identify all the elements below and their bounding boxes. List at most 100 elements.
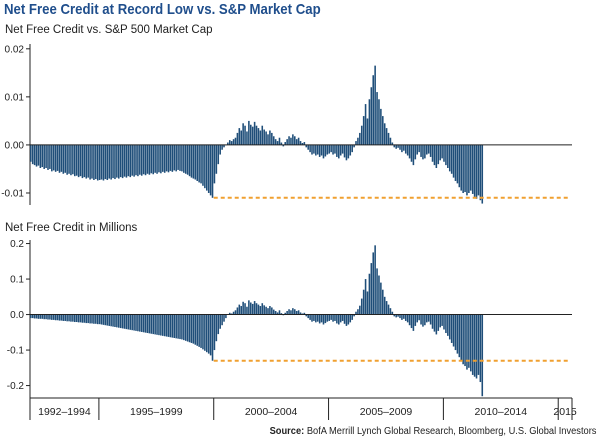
bar-market-cap-208 — [427, 144, 430, 154]
bar-market-cap-74 — [171, 144, 174, 172]
bar-millions-145 — [307, 314, 309, 319]
bar-millions-52 — [129, 314, 132, 330]
bar-market-cap-51 — [127, 144, 130, 177]
y-tick-label-millions-1: -0.1 — [7, 346, 25, 357]
bar-millions-25 — [77, 314, 80, 323]
bar-millions-33 — [93, 314, 95, 324]
bar-market-cap-108 — [236, 132, 239, 145]
panel-millions: Net Free Credit in Millions -0.2 -0.1 0.0 0.… — [5, 222, 572, 398]
bar-market-cap-155 — [326, 144, 329, 155]
bar-market-cap-64 — [152, 144, 155, 175]
bar-millions-212 — [435, 314, 438, 335]
bar-millions-101 — [223, 314, 225, 322]
bar-market-cap-39 — [104, 144, 107, 180]
bar-millions-155 — [326, 314, 329, 322]
bar-millions-152 — [320, 314, 323, 323]
bar-millions-13 — [54, 314, 57, 321]
bar-market-cap-81 — [184, 144, 187, 174]
bar-market-cap-109 — [238, 128, 241, 145]
bar-market-cap-43 — [112, 144, 114, 179]
bar-millions-73 — [169, 314, 172, 338]
bar-market-cap-27 — [81, 144, 84, 179]
bar-market-cap-167 — [349, 144, 352, 156]
bar-market-cap-50 — [125, 144, 128, 178]
bar-market-cap-219 — [448, 144, 451, 172]
bar-millions-209 — [429, 314, 432, 325]
bar-millions-147 — [311, 314, 313, 322]
bar-market-cap-5 — [39, 144, 42, 168]
bar-millions-143 — [303, 312, 306, 315]
bar-millions-91 — [204, 314, 206, 351]
bar-market-cap-163 — [341, 144, 344, 154]
bar-market-cap-144 — [305, 144, 308, 148]
bar-market-cap-129 — [276, 141, 279, 145]
bar-market-cap-233 — [475, 144, 478, 199]
bar-millions-92 — [206, 314, 208, 353]
bar-millions-66 — [156, 314, 158, 335]
bar-market-cap-224 — [458, 144, 461, 188]
bar-market-cap-164 — [343, 144, 346, 158]
bar-market-cap-152 — [320, 144, 323, 156]
bar-millions-180 — [374, 245, 376, 315]
bar-millions-17 — [62, 314, 65, 321]
bar-millions-104 — [228, 312, 231, 315]
bar-market-cap-19 — [66, 144, 68, 175]
bar-millions-7 — [43, 314, 45, 320]
bar-millions-205 — [422, 314, 424, 327]
bar-millions-146 — [309, 314, 311, 320]
bar-millions-89 — [200, 314, 202, 348]
bar-millions-198 — [408, 314, 411, 326]
bar-millions-164 — [343, 314, 346, 324]
bar-millions-108 — [236, 307, 239, 315]
bar-market-cap-105 — [230, 141, 233, 145]
bar-millions-38 — [102, 314, 105, 325]
bar-market-cap-77 — [177, 144, 179, 170]
bar-millions-214 — [439, 314, 441, 328]
bar-millions-97 — [215, 314, 218, 342]
bar-millions-170 — [355, 311, 357, 315]
bar-market-cap-228 — [466, 144, 468, 196]
bar-millions-93 — [207, 314, 210, 354]
bar-market-cap-176 — [366, 118, 369, 145]
bar-millions-139 — [295, 311, 298, 315]
bar-market-cap-229 — [468, 144, 470, 193]
bar-millions-227 — [464, 314, 466, 367]
bar-millions-141 — [299, 312, 302, 315]
bar-market-cap-209 — [429, 144, 432, 157]
bar-market-cap-44 — [114, 144, 116, 180]
y-tick-label-millions-4: 0.2 — [10, 239, 24, 250]
bar-millions-64 — [152, 314, 155, 335]
bar-market-cap-214 — [439, 144, 441, 161]
bar-market-cap-165 — [345, 144, 348, 161]
bar-millions-113 — [246, 306, 248, 315]
bar-market-cap-35 — [96, 144, 99, 181]
bar-market-cap-36 — [98, 144, 101, 181]
x-period-label-0: 1992–1994 — [38, 406, 91, 418]
bar-market-cap-69 — [162, 144, 164, 172]
bar-millions-10 — [49, 314, 51, 320]
bar-market-cap-178 — [370, 87, 373, 145]
bar-millions-154 — [324, 314, 327, 324]
bar-market-cap-72 — [167, 144, 170, 173]
bar-market-cap-57 — [139, 144, 141, 175]
x-period-label-1: 1995–1999 — [130, 406, 183, 418]
bar-millions-125 — [269, 306, 271, 315]
bar-millions-116 — [251, 303, 254, 315]
bar-millions-189 — [391, 311, 394, 315]
chart-title-market-cap: Net Free Credit vs. S&P 500 Market Cap — [5, 24, 213, 36]
bar-millions-80 — [183, 314, 185, 341]
bar-market-cap-182 — [378, 99, 380, 145]
bar-market-cap-192 — [397, 144, 399, 148]
bar-market-cap-60 — [144, 144, 147, 176]
bar-market-cap-28 — [83, 144, 86, 178]
bar-millions-186 — [385, 301, 388, 315]
bar-millions-20 — [68, 314, 70, 322]
bar-millions-46 — [118, 314, 120, 328]
bar-millions-100 — [221, 314, 223, 326]
bar-market-cap-181 — [376, 92, 378, 145]
bar-millions-166 — [347, 314, 350, 325]
bar-market-cap-114 — [248, 120, 250, 145]
bar-market-cap-218 — [447, 144, 449, 168]
bar-millions-58 — [140, 314, 143, 332]
bar-market-cap-61 — [146, 144, 149, 174]
